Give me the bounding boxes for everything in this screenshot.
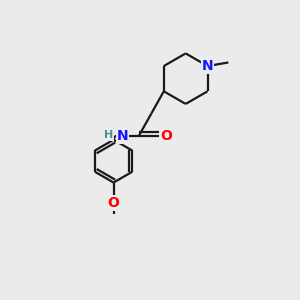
Text: N: N xyxy=(117,129,128,143)
Text: O: O xyxy=(108,196,119,210)
Text: O: O xyxy=(160,129,172,143)
Text: N: N xyxy=(202,59,213,73)
Text: H: H xyxy=(104,130,114,140)
